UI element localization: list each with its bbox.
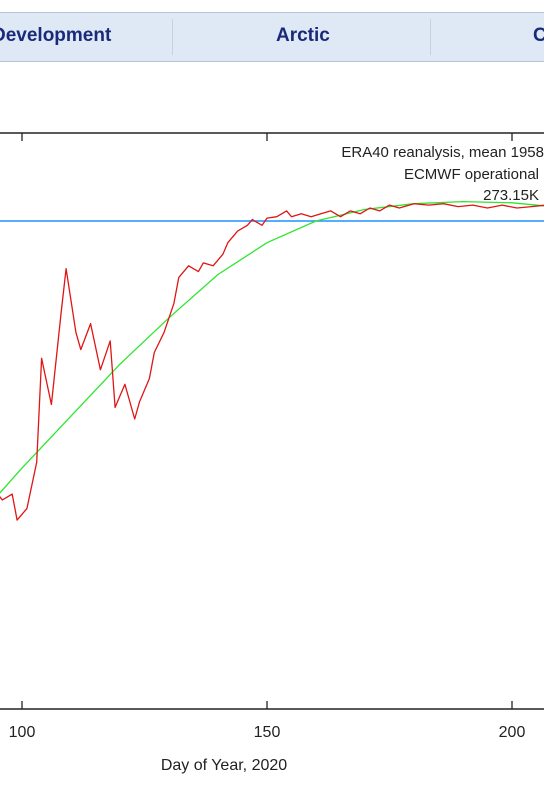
x-tick-label: 150	[254, 724, 281, 741]
legend-entry-era40: ERA40 reanalysis, mean 1958	[341, 144, 544, 161]
series-line-ecmwf-operational	[0, 203, 544, 521]
legend-entry-reference: 273.15K	[483, 187, 539, 204]
x-tick-label: 100	[9, 724, 36, 741]
tab-arctic[interactable]: Arctic	[276, 25, 330, 46]
plot-frame	[0, 132, 544, 710]
tab-separator	[430, 19, 431, 55]
tab-bar: Development Arctic C	[0, 12, 544, 62]
x-axis-label: Day of Year, 2020	[161, 757, 287, 774]
x-tick-label: 200	[499, 724, 526, 741]
legend-entry-ecmwf: ECMWF operational	[404, 166, 539, 183]
series-line-era40-mean	[0, 200, 544, 494]
tab-c[interactable]: C	[533, 25, 544, 46]
tab-separator	[172, 19, 173, 55]
tab-development[interactable]: Development	[0, 25, 112, 46]
